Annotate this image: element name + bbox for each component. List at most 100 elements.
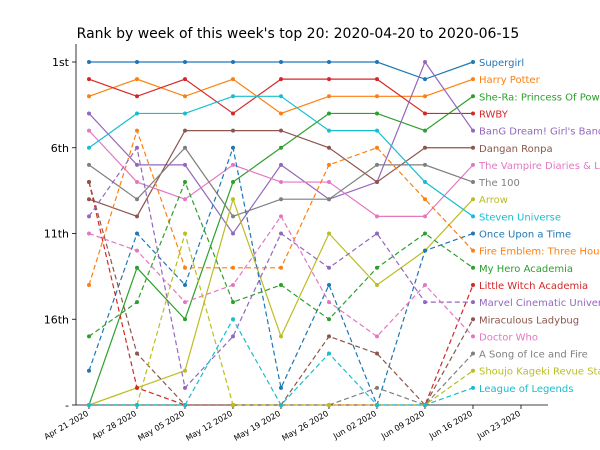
series-point [423, 94, 427, 99]
series-point [471, 317, 475, 322]
series-point [327, 282, 331, 287]
legend-label: A Song of Ice and Fire [479, 350, 588, 361]
series-point [423, 403, 427, 407]
series-point [231, 128, 235, 133]
series-point [279, 145, 283, 150]
series-point [231, 180, 235, 185]
series-line [89, 231, 474, 406]
series-point [87, 231, 91, 236]
series-point [135, 77, 139, 82]
legend-label: BanG Dream! Girl's Band Party! [479, 127, 600, 138]
series-point [183, 317, 187, 322]
series-point [327, 77, 331, 82]
series-point [87, 111, 91, 116]
series-point [231, 111, 235, 116]
series-point [375, 128, 379, 133]
legend-label: Harry Potter [479, 75, 541, 86]
series-point [87, 94, 91, 99]
series-point [375, 145, 379, 150]
series-point [423, 162, 427, 167]
series-point [87, 162, 91, 167]
series-line [88, 197, 474, 406]
series-point [231, 317, 235, 322]
series-point [471, 368, 475, 373]
series-point [375, 231, 379, 236]
series-point [423, 77, 427, 82]
series-point [423, 145, 427, 150]
series-point [471, 334, 475, 339]
series-point [279, 111, 283, 116]
series-point [231, 403, 235, 407]
series-point [231, 60, 235, 64]
series-point [231, 77, 235, 82]
chart-title: Rank by week of this week's top 20: 2020… [77, 26, 520, 42]
series-point [231, 94, 235, 99]
series-point [471, 180, 475, 185]
series-point [279, 334, 283, 339]
series-line [89, 318, 474, 407]
series-line [88, 181, 474, 406]
series-point [183, 368, 187, 373]
series-point [87, 180, 91, 185]
series-point [423, 60, 427, 64]
series-point [423, 111, 427, 116]
series-point [375, 94, 379, 99]
x-tick-label: Jun 02 2020 [331, 409, 378, 441]
legend-label: Once Upon a Time [479, 230, 571, 241]
series-point [183, 60, 187, 64]
series-point [183, 231, 187, 236]
x-tick-label: Jun 09 2020 [379, 409, 426, 441]
series-point [135, 145, 139, 150]
x-tick-label: May 26 2020 [280, 409, 330, 443]
series-line [88, 130, 473, 218]
series-line [88, 130, 474, 217]
y-tick-label: 16th [44, 313, 69, 326]
series-point [375, 282, 379, 287]
series-point [327, 94, 331, 99]
series-point [471, 265, 475, 270]
series-point [471, 162, 475, 167]
series-point [375, 351, 379, 356]
series-point [183, 94, 187, 99]
series-point [327, 60, 331, 64]
series-line [89, 61, 474, 80]
series-point [135, 351, 139, 356]
series-point [279, 385, 283, 390]
series-point [135, 197, 139, 202]
series-point [327, 300, 331, 305]
series-point [327, 128, 331, 133]
legend-label: RWBY [479, 109, 509, 120]
series-point [327, 162, 331, 167]
series-point [375, 385, 379, 390]
series-point [87, 214, 91, 219]
series-point [135, 162, 139, 167]
series-point [279, 265, 283, 270]
series-point [471, 111, 475, 116]
series-point [231, 162, 235, 167]
series-point [471, 231, 475, 236]
series-point [231, 231, 235, 236]
series-point [135, 265, 139, 270]
series-point [471, 197, 475, 202]
series-point [231, 197, 235, 202]
series-point [327, 265, 331, 270]
legend-label: Doctor Who [479, 332, 538, 343]
series-line [88, 145, 474, 407]
series-layer [87, 60, 475, 407]
legend-label: Little Witch Academia [479, 281, 588, 292]
series-point [87, 145, 91, 150]
series-point [279, 231, 283, 236]
series-point [135, 385, 139, 390]
series-point [327, 403, 331, 407]
series-point [183, 385, 187, 390]
series-point [231, 300, 235, 305]
series-point [183, 282, 187, 287]
y-tick-label: 11th [44, 228, 69, 241]
series-point [231, 265, 235, 270]
series-point [423, 300, 427, 305]
series-point [87, 368, 91, 373]
series-point [87, 197, 91, 202]
series-point [471, 351, 475, 356]
series-point [135, 111, 139, 116]
series-point [375, 334, 379, 339]
